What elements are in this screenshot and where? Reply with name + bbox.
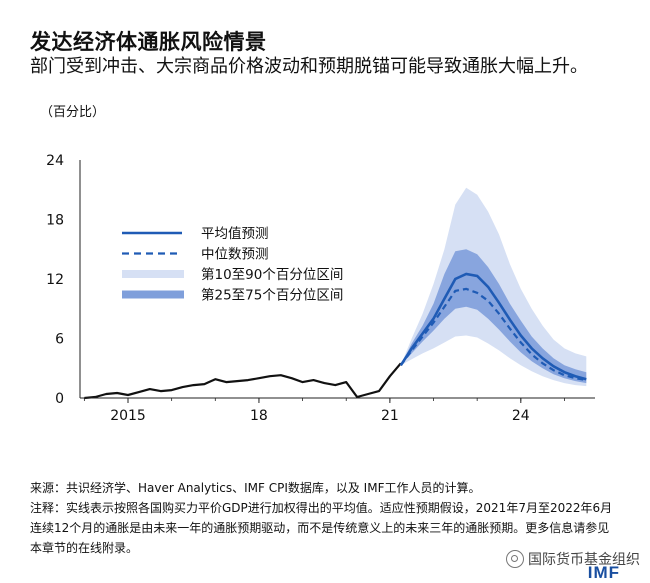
historical-line [84,362,402,400]
unit-label: （百分比） [40,105,106,120]
legend-label: 第25至75个百分位区间 [201,287,343,304]
watermark: 国际货币基金组织 [506,549,640,569]
x-tick-label: 24 [512,408,530,424]
chart-canvas: 0 6 12 18 24 2015 18 21 24 平均值预测中位数预测第10至90个百分位区… [46,153,595,424]
median-forecast-line [399,287,587,382]
notes: 来源：共识经济学、Haver Analytics、IMF CPI数据库，以及 I… [30,478,620,558]
y-tick-label: 6 [55,332,64,348]
band-25-75 [400,249,587,384]
chart-subtitle: 部门受到冲击、大宗商品价格波动和预期脱锚可能导致通胀大幅上升。 [30,56,588,77]
legend-label: 平均值预测 [201,226,269,242]
lines [84,272,587,400]
footnote: 注释：实线表示按照各国购买力平价GDP进行加权得出的平均值。适应性预期假设，20… [30,501,613,555]
legend-label: 中位数预测 [201,247,269,263]
mean-forecast-line [399,272,587,381]
y-tick-label: 18 [46,213,64,229]
watermark-text: 国际货币基金组织 [528,552,640,568]
axes: 0 6 12 18 24 2015 18 21 24 [46,153,595,424]
legend-label: 第10至90个百分位区间 [201,266,343,283]
x-tick-label: 21 [381,408,399,424]
bands [400,187,587,387]
imf-logo: IMF [587,563,620,582]
legend-swatch-band-25-75 [122,290,184,299]
y-tick-label: 24 [46,153,64,169]
x-tick-label: 2015 [110,408,146,424]
legend-swatch-band-10-90 [122,270,184,278]
wechat-icon [506,550,524,568]
y-tick-label: 0 [55,391,64,407]
y-tick-label: 12 [46,272,64,288]
chart-title: 发达经济体通胀风险情景 [30,30,267,54]
source-note: 来源：共识经济学、Haver Analytics、IMF CPI数据库，以及 I… [30,481,481,495]
x-tick-label: 18 [250,408,268,424]
